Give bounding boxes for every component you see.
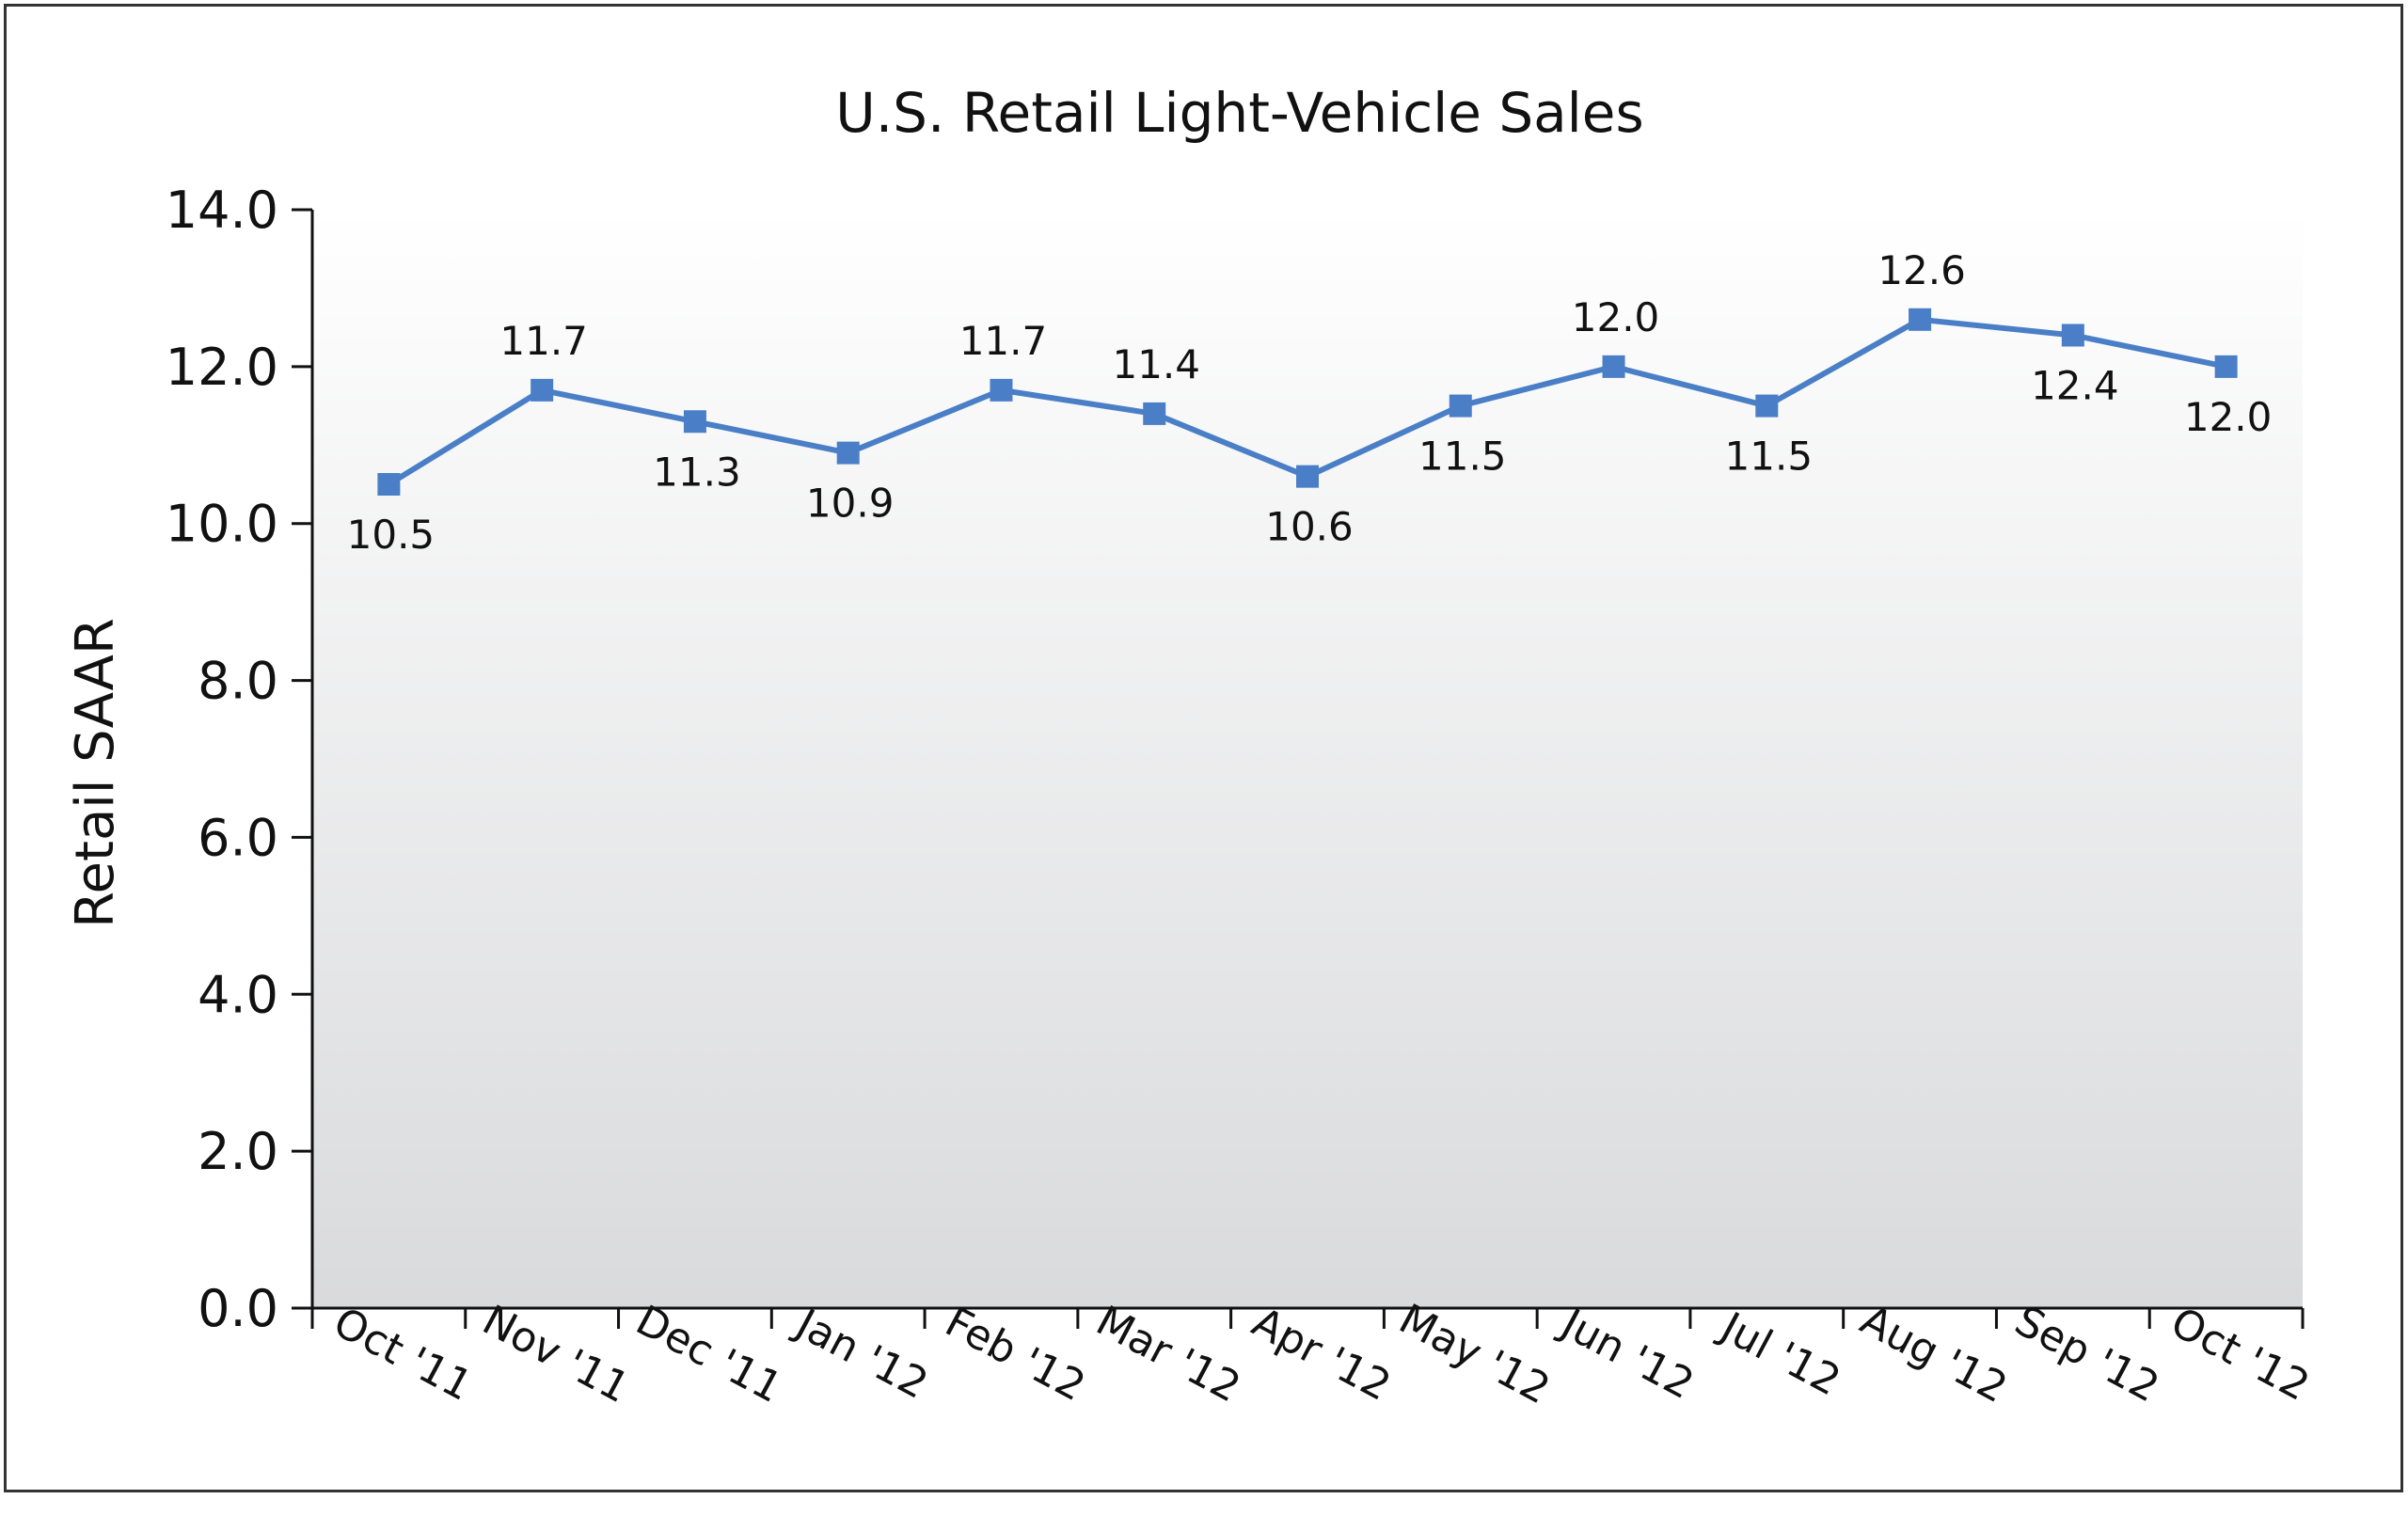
- y-tick-label: 0.0: [198, 1279, 278, 1338]
- y-tick-label: 6.0: [198, 808, 278, 867]
- data-label: 10.5: [347, 512, 436, 558]
- x-tick-label: Jul '12: [1711, 1302, 1848, 1406]
- data-label: 11.4: [1112, 341, 1200, 387]
- y-tick-label: 4.0: [198, 965, 278, 1024]
- x-tick-label: Feb '12: [938, 1298, 1093, 1411]
- data-point: [531, 378, 554, 402]
- data-point: [377, 473, 401, 496]
- data-point: [1296, 465, 1319, 488]
- x-tick-label: Jun '12: [1551, 1299, 1702, 1409]
- data-label: 11.3: [653, 449, 741, 495]
- x-tick-label: Aug '12: [1853, 1296, 2015, 1412]
- y-axis-label: Retail SAAR: [65, 618, 126, 928]
- axes: [310, 210, 2303, 1310]
- data-point: [990, 378, 1013, 402]
- x-tick-label: Mar '12: [1088, 1297, 1248, 1412]
- plot-area: [312, 210, 2303, 1308]
- data-label: 11.5: [1725, 434, 1814, 480]
- x-tick-label: Jan '12: [786, 1299, 936, 1409]
- data-point: [1143, 402, 1166, 425]
- y-tick-label: 12.0: [166, 338, 278, 397]
- data-point: [836, 441, 860, 465]
- data-label: 11.7: [959, 318, 1048, 364]
- x-tick-label: Apr '12: [1244, 1299, 1399, 1411]
- x-tick-label: Oct '11: [325, 1299, 480, 1411]
- y-axis-ticks: 0.0 2.0 4.0 6.0 8.0 10.0 12.0 14.0: [166, 181, 312, 1338]
- x-tick-label: May '12: [1391, 1295, 1558, 1413]
- x-tick-label: Nov '11: [475, 1296, 637, 1412]
- data-label: 10.6: [1265, 504, 1354, 550]
- data-point: [1755, 394, 1779, 418]
- data-labels: 10.5 11.7 11.3 10.9 11.7 11.4 10.6 11.5 12.0 11.5…: [347, 247, 2273, 558]
- data-label: 12.4: [2031, 362, 2119, 408]
- data-point: [1602, 355, 1625, 378]
- data-point: [2061, 324, 2084, 347]
- data-point: [1449, 394, 1472, 418]
- data-point: [2214, 355, 2238, 378]
- data-label: 11.7: [499, 318, 588, 364]
- chart-title: U.S. Retail Light-Vehicle Sales: [835, 81, 1643, 145]
- y-tick-label: 2.0: [198, 1122, 278, 1181]
- data-label: 12.0: [1572, 294, 1660, 340]
- data-label: 10.9: [806, 481, 895, 527]
- x-tick-label: Oct '12: [2163, 1299, 2318, 1411]
- data-label: 12.0: [2184, 394, 2273, 440]
- data-point: [683, 410, 706, 434]
- y-tick-label: 14.0: [166, 181, 278, 240]
- y-tick-label: 10.0: [166, 495, 278, 554]
- series-group: [377, 308, 2238, 496]
- x-tick-label: Sep '12: [2007, 1297, 2167, 1412]
- data-point: [1909, 308, 1932, 331]
- y-tick-label: 8.0: [198, 652, 278, 711]
- x-tick-label: Dec '11: [628, 1296, 790, 1412]
- data-label: 11.5: [1418, 434, 1507, 480]
- data-label: 12.6: [1877, 247, 1966, 293]
